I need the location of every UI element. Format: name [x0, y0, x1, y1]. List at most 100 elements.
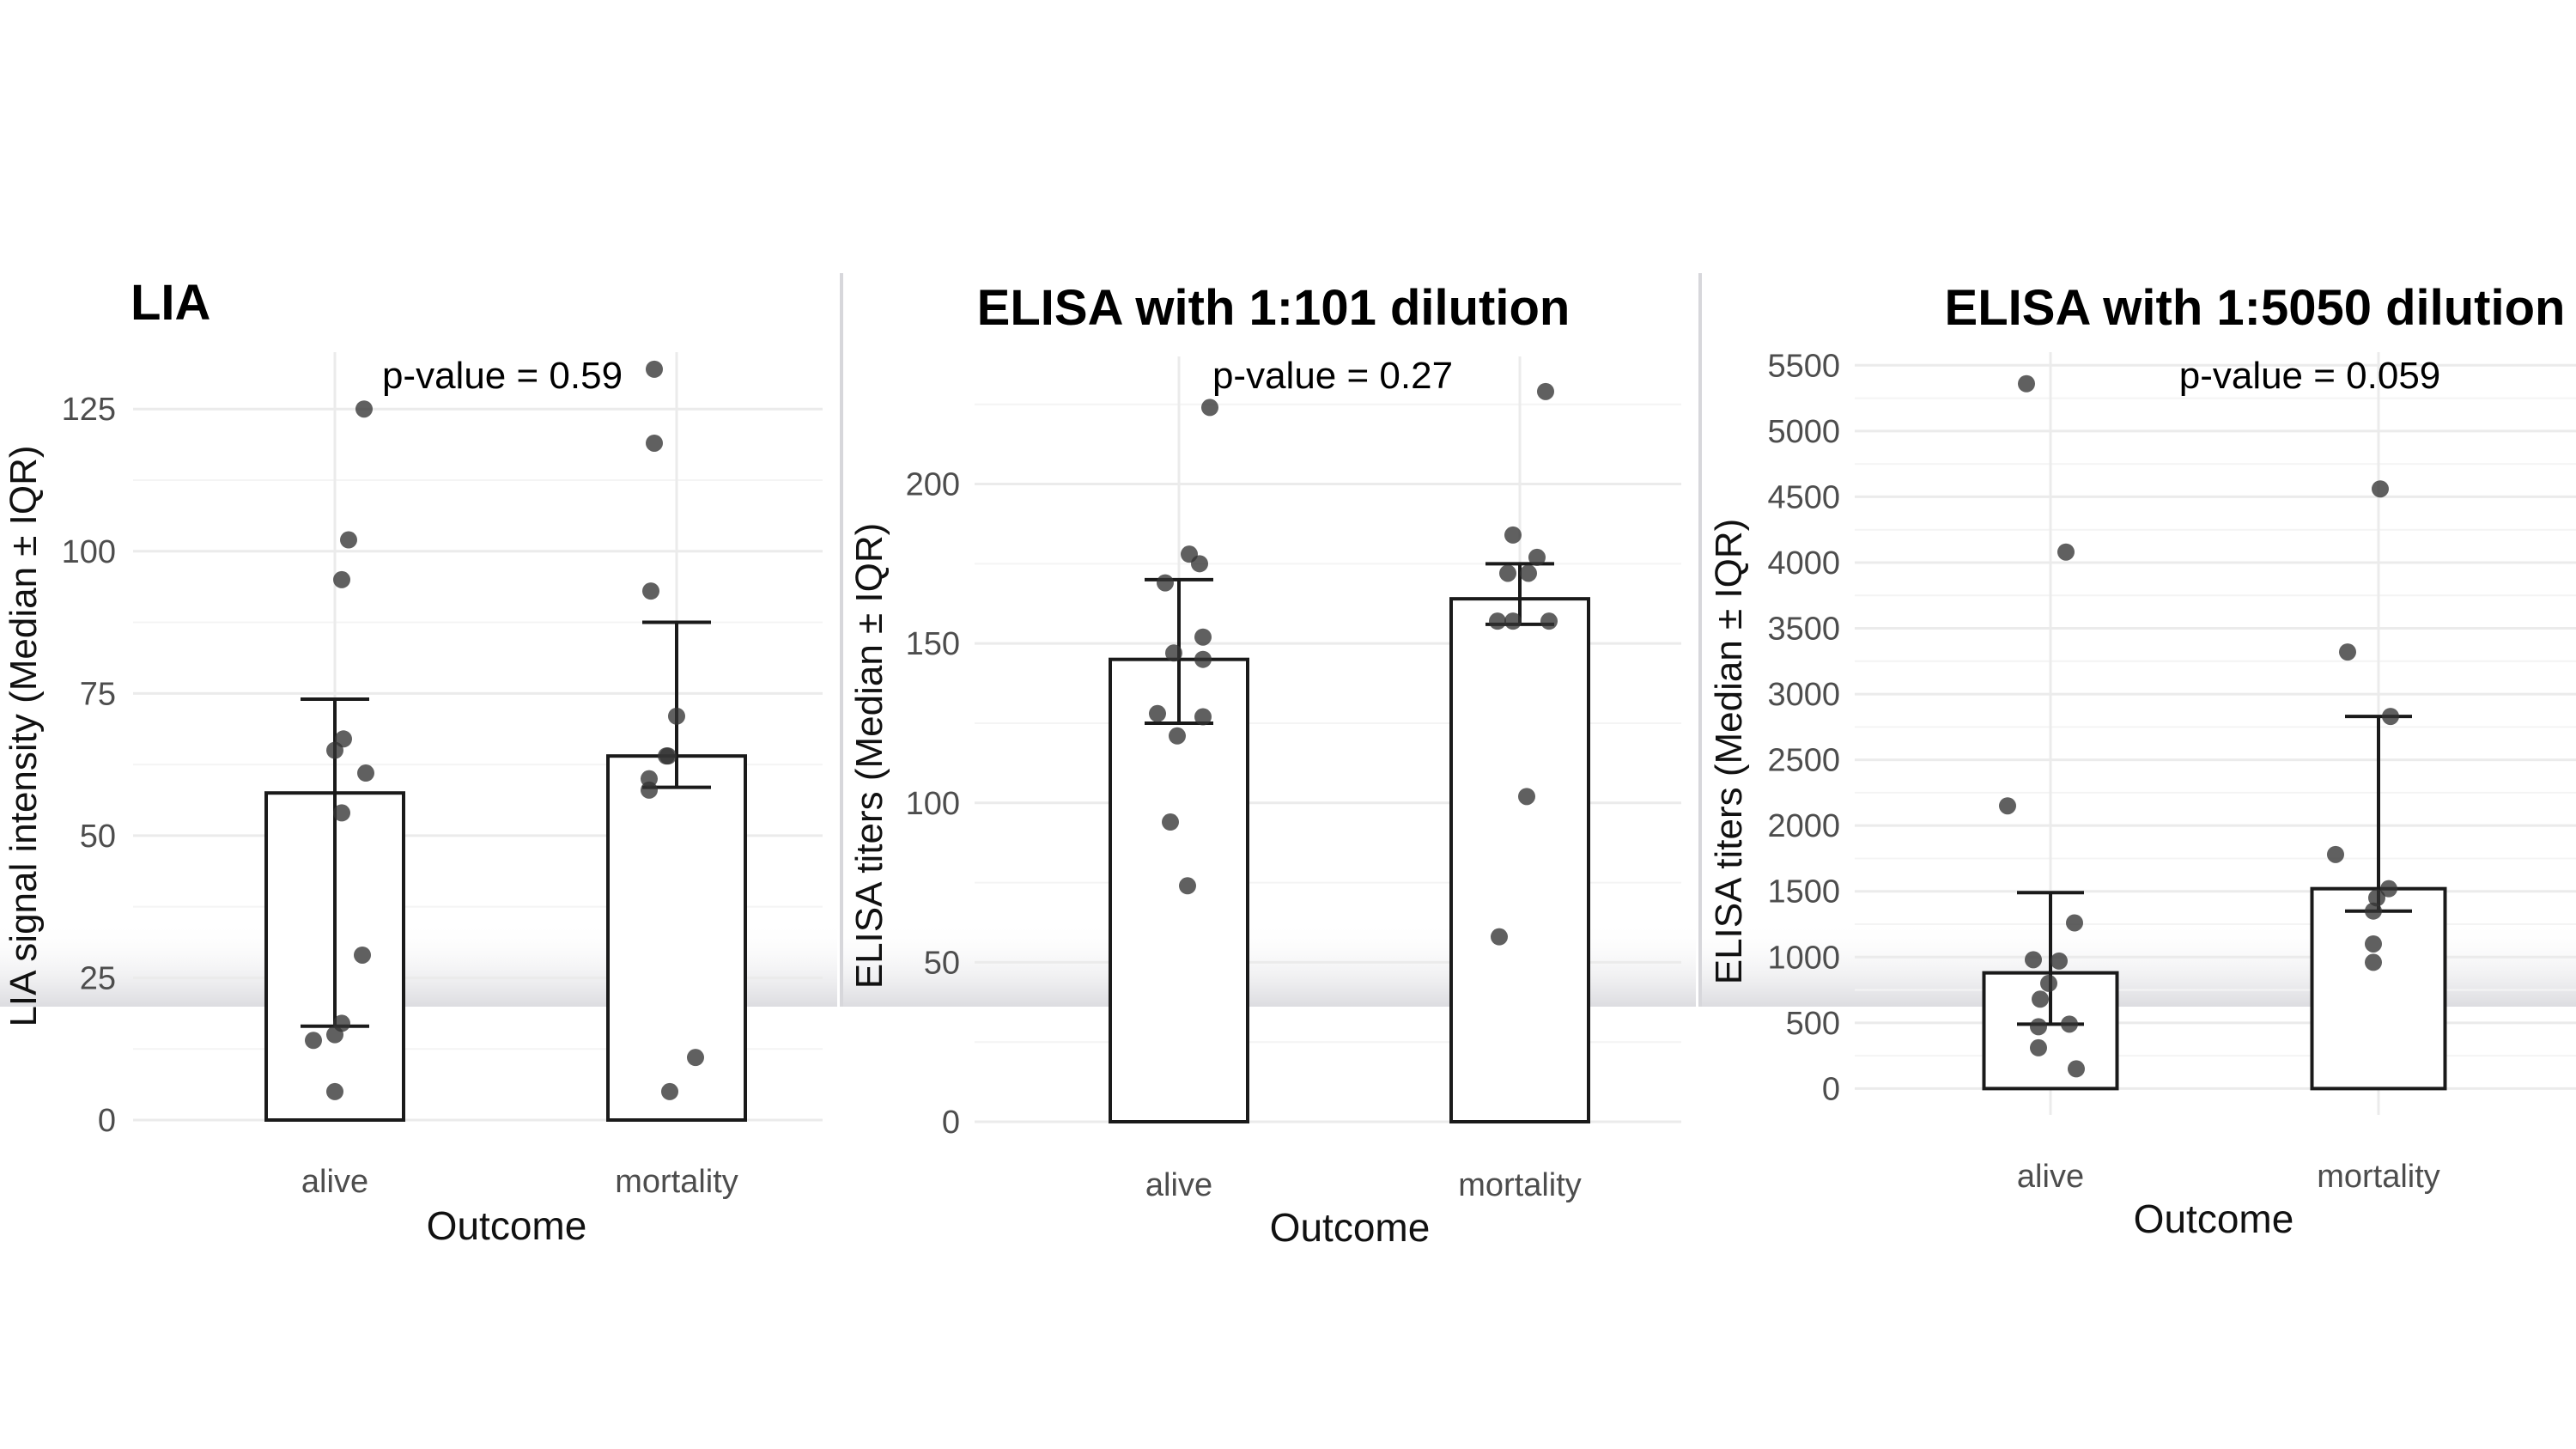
data-point-alive	[1169, 727, 1186, 745]
data-point-alive	[2057, 543, 2075, 561]
data-point-alive	[1194, 628, 1212, 646]
x-axis-label: Outcome	[1270, 1205, 1431, 1250]
y-tick-label: 125	[62, 392, 116, 428]
data-point-mortality	[687, 1049, 704, 1067]
data-point-alive	[2066, 914, 2083, 932]
x-tick-label: alive	[1145, 1167, 1212, 1203]
data-point-alive	[2050, 952, 2068, 970]
y-axis-label: ELISA titers (Median ± IQR)	[1708, 519, 1750, 985]
data-point-alive	[1201, 399, 1218, 417]
y-tick-label: 1500	[1767, 874, 1840, 910]
x-tick-label: mortality	[2317, 1159, 2440, 1195]
y-tick-label: 4500	[1767, 479, 1840, 515]
y-tick-label: 0	[942, 1105, 960, 1141]
data-point-alive	[355, 400, 373, 418]
p-value-annotation: p-value = 0.27	[1212, 355, 1453, 397]
y-tick-label: 2000	[1767, 808, 1840, 844]
chart-title: ELISA with 1:5050 dilution	[1945, 280, 2566, 336]
data-point-alive	[305, 1032, 322, 1050]
y-tick-label: 500	[1786, 1006, 1840, 1042]
p-value-annotation: p-value = 0.059	[2179, 355, 2441, 397]
y-tick-label: 5000	[1767, 414, 1840, 450]
data-point-mortality	[1537, 382, 1554, 400]
data-point-alive	[1165, 644, 1182, 662]
chart-panel-1: 0 25 50 75 100 125 alive mortality Outcome LIA si…	[0, 273, 837, 1248]
chart-panel-3: 0 500 1000 1500 2000 2500 3000 3500 4000 4500 5000…	[1698, 273, 2576, 1241]
data-point-mortality	[646, 434, 663, 452]
chart-title: ELISA with 1:101 dilution	[977, 280, 1571, 336]
data-point-mortality	[2327, 845, 2344, 863]
data-point-mortality	[646, 360, 663, 378]
y-tick-label: 2500	[1767, 743, 1840, 779]
data-point-mortality	[1499, 564, 1516, 582]
y-tick-label: 4000	[1767, 545, 1840, 581]
chart-title: LIA	[131, 275, 210, 331]
data-point-alive	[1162, 813, 1179, 831]
y-tick-label: 100	[62, 534, 116, 570]
y-tick-label: 3000	[1767, 677, 1840, 713]
y-tick-label: 5500	[1767, 348, 1840, 384]
data-point-mortality	[1528, 548, 1546, 566]
y-tick-labels: 0 25 50 75 100 125	[62, 392, 116, 1139]
data-point-alive	[354, 946, 371, 964]
p-value-annotation: p-value = 0.59	[382, 355, 623, 397]
data-point-alive	[1194, 650, 1212, 668]
data-point-alive	[326, 741, 343, 759]
data-point-alive	[326, 1026, 343, 1044]
y-axis-label: ELISA titers (Median ± IQR)	[848, 523, 890, 989]
x-tick-label: alive	[2017, 1159, 2084, 1195]
y-tick-label: 200	[906, 467, 960, 503]
data-point-mortality	[2380, 880, 2397, 898]
data-point-alive	[2025, 951, 2042, 969]
data-point-mortality	[668, 707, 685, 725]
data-point-alive	[340, 531, 357, 549]
data-point-alive	[2030, 1038, 2047, 1056]
data-point-mortality	[1489, 612, 1506, 630]
data-point-alive	[1157, 574, 1174, 592]
data-point-alive	[1999, 797, 2016, 815]
data-point-alive	[1149, 704, 1166, 722]
data-point-alive	[326, 1082, 343, 1100]
y-tick-label: 100	[906, 786, 960, 822]
data-point-mortality	[659, 747, 677, 765]
data-point-mortality	[661, 1082, 678, 1100]
data-point-mortality	[1504, 612, 1522, 630]
x-axis-label: Outcome	[427, 1203, 587, 1248]
data-point-mortality	[2382, 708, 2399, 726]
data-point-mortality	[2372, 480, 2389, 498]
y-tick-label: 50	[924, 945, 960, 981]
y-tick-label: 75	[80, 676, 116, 712]
data-point-mortality	[2365, 902, 2382, 920]
data-point-alive	[333, 570, 350, 588]
data-point-mortality	[2339, 643, 2356, 661]
data-point-mortality	[1520, 564, 1537, 582]
bar-mortality	[2310, 886, 2447, 1091]
data-point-mortality	[2368, 889, 2385, 907]
data-point-alive	[333, 804, 350, 822]
x-axis-label: Outcome	[2134, 1196, 2294, 1241]
data-point-mortality	[641, 781, 658, 799]
x-tick-label: alive	[301, 1164, 368, 1200]
y-tick-label: 1000	[1767, 940, 1840, 976]
data-point-mortality	[1504, 526, 1522, 544]
data-point-alive	[2068, 1060, 2085, 1078]
chart-panel-2: 0 50 100 150 200 alive mortality Outcome ELISA t…	[840, 273, 1696, 1250]
y-tick-label: 50	[80, 819, 116, 855]
y-axis-label: LIA signal intensity (Median ± IQR)	[3, 445, 45, 1026]
data-point-alive	[1194, 708, 1212, 726]
data-point-mortality	[1540, 612, 1558, 630]
panel-background	[1700, 273, 2576, 998]
data-point-mortality	[2365, 935, 2382, 953]
data-point-mortality	[1491, 928, 1508, 946]
x-tick-label: mortality	[615, 1164, 738, 1200]
x-tick-label: mortality	[1458, 1167, 1582, 1203]
y-tick-labels: 0 50 100 150 200	[906, 467, 960, 1142]
data-point-alive	[2030, 1018, 2047, 1036]
y-tick-label: 0	[98, 1103, 116, 1139]
data-point-alive	[2040, 974, 2057, 992]
y-tick-label: 25	[80, 960, 116, 996]
data-point-alive	[1179, 877, 1196, 895]
bar-mortality	[606, 754, 747, 1123]
data-point-mortality	[1518, 788, 1535, 806]
